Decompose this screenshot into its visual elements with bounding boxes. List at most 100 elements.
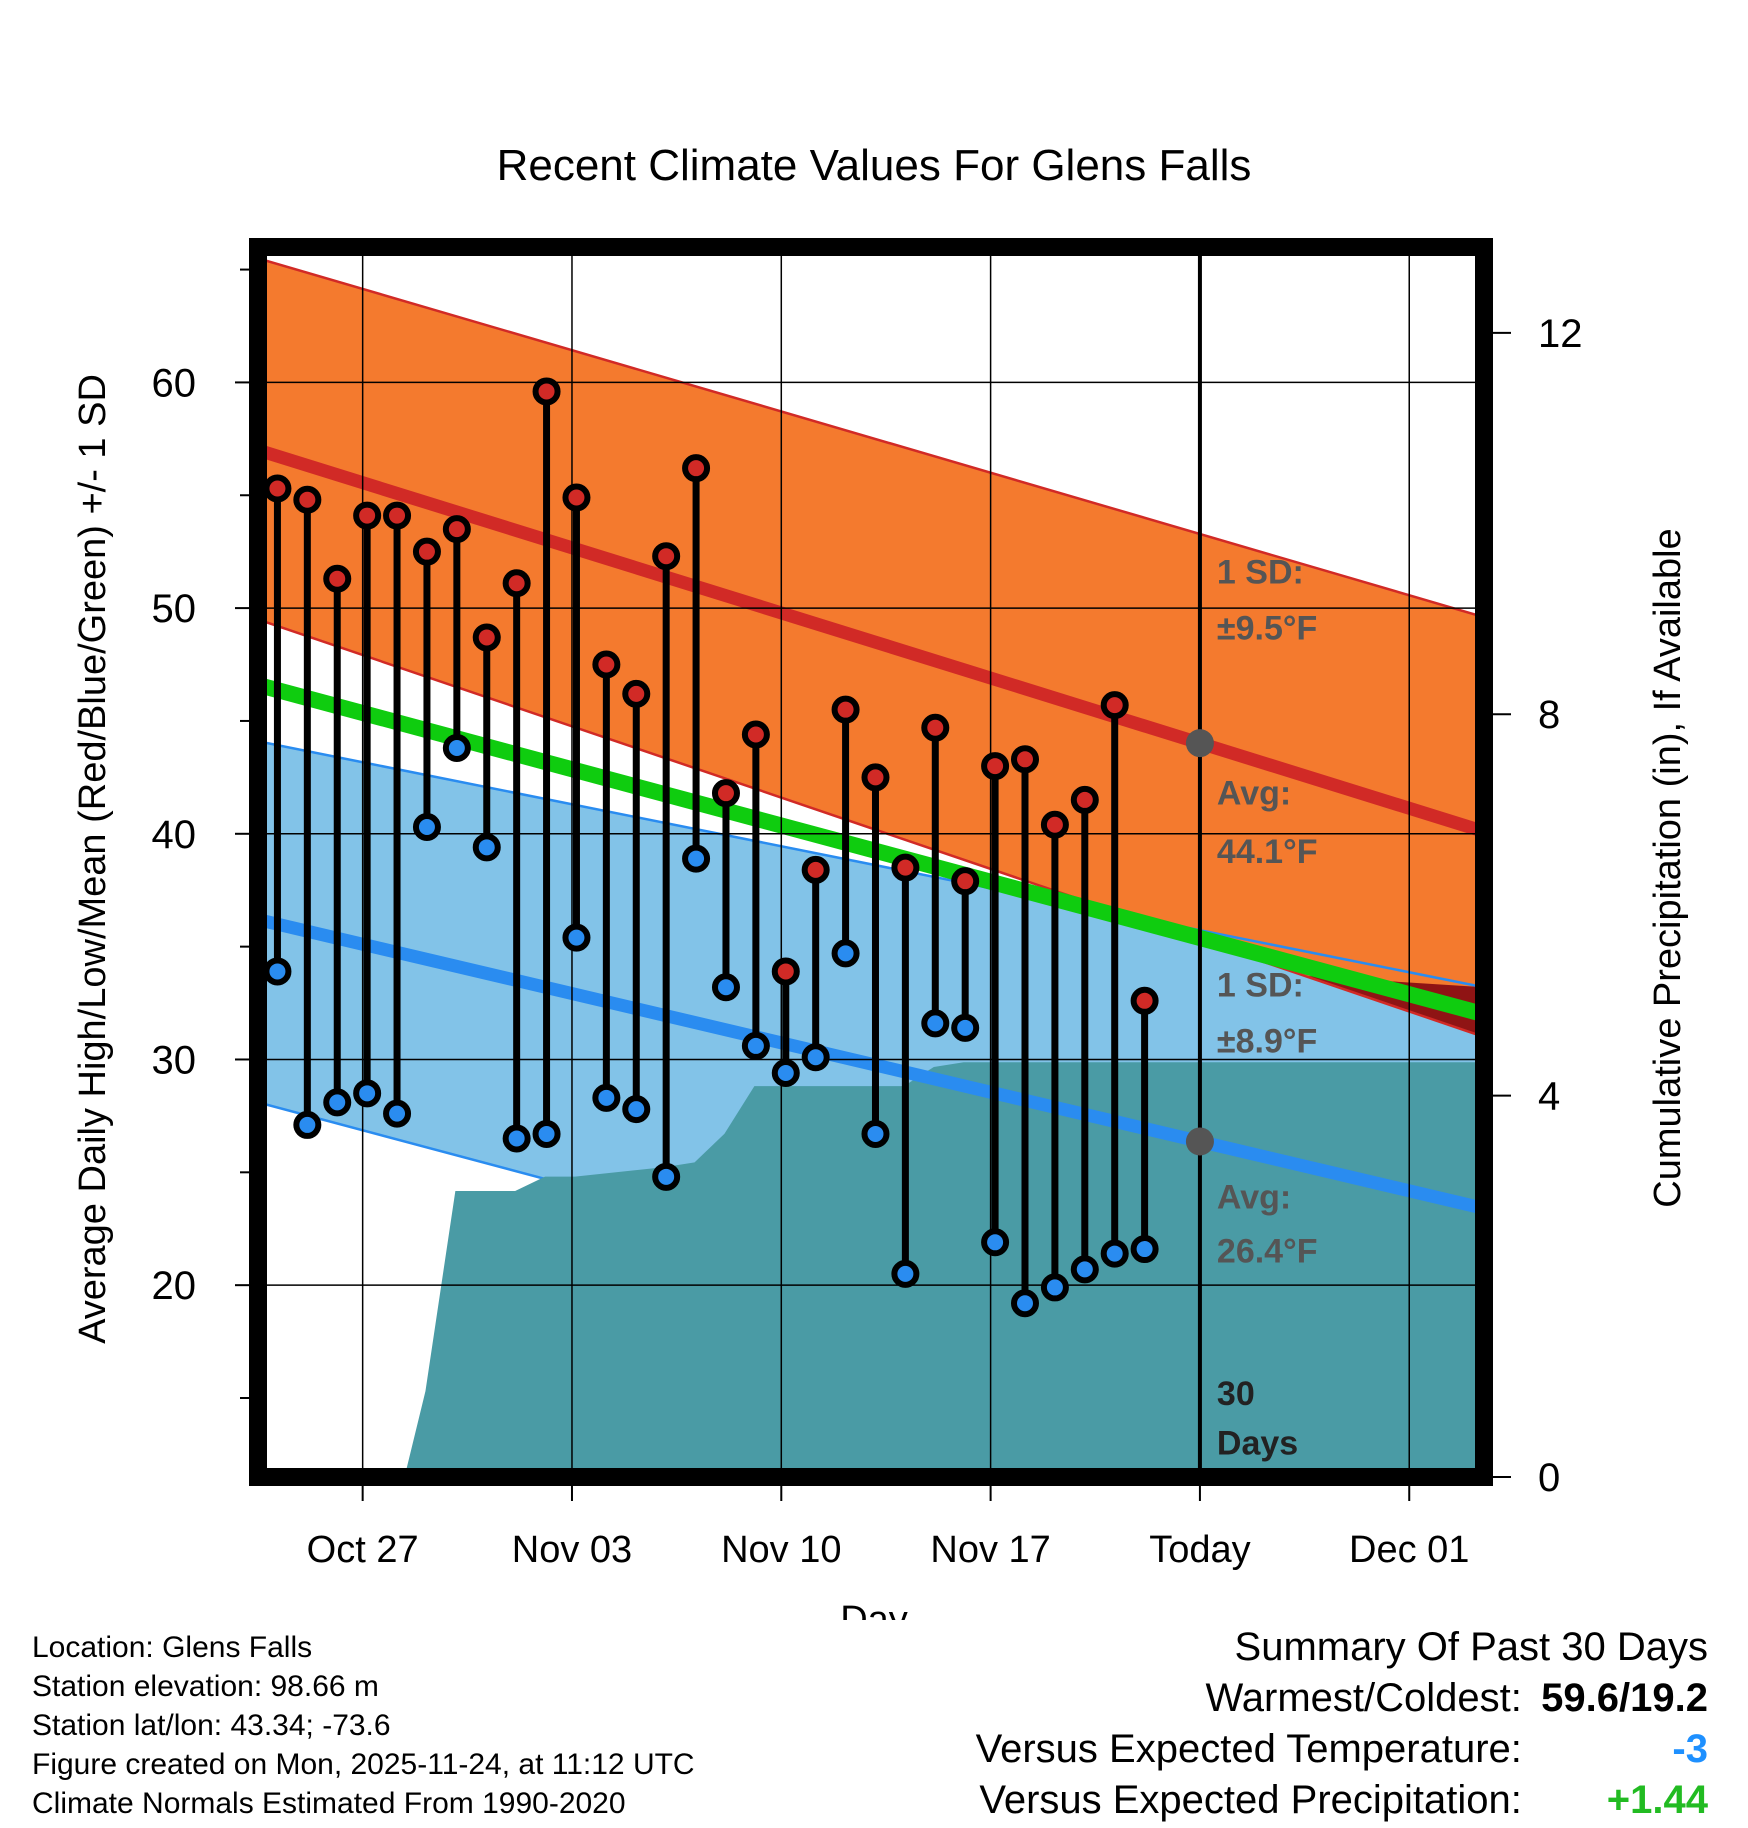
window-label-1: 30 xyxy=(1217,1375,1255,1413)
high-dot-10 xyxy=(562,483,591,512)
low-avg-marker xyxy=(1185,1127,1214,1156)
y-tick-label-60: 60 xyxy=(152,361,197,405)
warm-cold-label: Warmest/Coldest: xyxy=(1205,1676,1522,1720)
low-dot-3 xyxy=(353,1079,382,1108)
high-dot-23 xyxy=(951,867,980,896)
high-dot-19 xyxy=(831,695,860,724)
y-tick-label-30: 30 xyxy=(152,1038,197,1082)
low-dot-5 xyxy=(412,813,441,842)
low-dot-14 xyxy=(682,844,711,873)
y-tick-label-40: 40 xyxy=(152,813,197,857)
low-dot-12 xyxy=(622,1095,651,1124)
low-avg-label: Avg: xyxy=(1217,1178,1291,1216)
x-tick-label-oct-27: Oct 27 xyxy=(307,1529,419,1571)
warm-cold-value: 59.6/19.2 xyxy=(1541,1676,1708,1720)
elevation-text: Station elevation: 98.66 m xyxy=(32,1670,379,1703)
observed-values xyxy=(263,377,1159,1318)
low-dot-16 xyxy=(741,1031,770,1060)
low-dot-6 xyxy=(442,734,471,763)
precip-label: Versus Expected Precipitation: xyxy=(979,1778,1522,1822)
x-tick-label-nov-03: Nov 03 xyxy=(512,1529,632,1571)
today-markers xyxy=(1185,247,1214,1477)
summary-title: Summary Of Past 30 Days xyxy=(1234,1625,1708,1669)
high-dot-6 xyxy=(442,515,471,544)
low-dot-11 xyxy=(592,1083,621,1112)
high-dot-14 xyxy=(682,454,711,483)
high-dot-1 xyxy=(293,485,322,514)
low-dot-0 xyxy=(263,957,292,986)
low-dot-9 xyxy=(532,1119,561,1148)
low-upper-sd-line xyxy=(258,740,1484,989)
y2-tick-label-0: 0 xyxy=(1538,1456,1560,1500)
high-dot-16 xyxy=(741,720,770,749)
temp-label: Versus Expected Temperature: xyxy=(975,1727,1522,1771)
created-text: Figure created on Mon, 2025-11-24, at 11… xyxy=(32,1748,695,1781)
grid-lines xyxy=(258,247,1484,1477)
low-dot-8 xyxy=(502,1124,531,1153)
high-dot-0 xyxy=(263,474,292,503)
high-dot-18 xyxy=(801,855,830,884)
high-dot-28 xyxy=(1100,691,1129,720)
latlon-text: Station lat/lon: 43.34; -73.6 xyxy=(32,1709,391,1742)
plot-border xyxy=(249,238,1493,1486)
x-tick-label-dec-01: Dec 01 xyxy=(1349,1529,1469,1571)
high-dot-4 xyxy=(383,501,412,530)
high-dot-26 xyxy=(1040,810,1069,839)
climate-chart: 1 SD: ±9.5°F Avg: 44.1°F 1 SD: ±8.9°F Avg: 26.4… xyxy=(72,141,1689,1620)
high-dot-13 xyxy=(652,542,681,571)
high-dot-20 xyxy=(861,763,890,792)
low-dot-1 xyxy=(293,1110,322,1139)
low-dot-2 xyxy=(323,1088,352,1117)
low-mean-line xyxy=(258,913,1484,1215)
summary-panel: Summary Of Past 30 Days Warmest/Coldest:… xyxy=(976,1622,1708,1826)
low-dot-26 xyxy=(1040,1273,1069,1302)
y-tick-label-50: 50 xyxy=(152,587,197,631)
low-dot-7 xyxy=(472,833,501,862)
low-dot-25 xyxy=(1010,1289,1039,1318)
x-tick-label-nov-17: Nov 17 xyxy=(930,1529,1050,1571)
y2-tick-label-12: 12 xyxy=(1538,312,1583,356)
precip-value: +1.44 xyxy=(1606,1778,1708,1822)
x-axis-label: Day xyxy=(840,1599,908,1620)
low-dot-28 xyxy=(1100,1239,1129,1268)
axes: 20 30 40 50 60 0 4 8 12 Oct 27 Nov 03 Nov 10 Nov 17 T… xyxy=(152,268,1583,1571)
high-mean-line xyxy=(258,443,1484,838)
high-sd-label: 1 SD: xyxy=(1217,553,1304,591)
low-dot-20 xyxy=(861,1119,890,1148)
window-label-2: Days xyxy=(1217,1424,1298,1462)
high-dot-11 xyxy=(592,650,621,679)
high-avg-value: 44.1°F xyxy=(1217,833,1318,871)
station-info: Location: Glens Falls Station elevation:… xyxy=(32,1628,695,1823)
temp-value: -3 xyxy=(1672,1727,1708,1771)
summary-warm-cold: Warmest/Coldest: 59.6/19.2 xyxy=(976,1673,1709,1724)
low-dot-19 xyxy=(831,939,860,968)
high-dot-29 xyxy=(1130,986,1159,1015)
high-dot-7 xyxy=(472,623,501,652)
high-dot-3 xyxy=(353,501,382,530)
high-upper-sd-line xyxy=(258,257,1484,619)
y2-axis-label: Cumulative Precipitation (in), If Availa… xyxy=(1647,528,1689,1207)
low-dot-27 xyxy=(1070,1255,1099,1284)
low-dot-13 xyxy=(652,1162,681,1191)
high-dot-15 xyxy=(711,779,740,808)
high-sd-value: ±9.5°F xyxy=(1217,610,1317,648)
low-avg-value: 26.4°F xyxy=(1217,1233,1318,1271)
low-dot-15 xyxy=(711,973,740,1002)
low-sd-label: 1 SD: xyxy=(1217,966,1304,1004)
high-dot-12 xyxy=(622,679,651,708)
high-dot-5 xyxy=(412,537,441,566)
normals-text: Climate Normals Estimated From 1990-2020 xyxy=(32,1787,626,1820)
high-dot-8 xyxy=(502,569,531,598)
high-dot-25 xyxy=(1010,745,1039,774)
y-tick-label-20: 20 xyxy=(152,1264,197,1308)
y-axis-label: Average Daily High/Low/Mean (Red/Blue/Gr… xyxy=(72,374,114,1344)
high-dot-24 xyxy=(981,752,1010,781)
high-dot-22 xyxy=(921,713,950,742)
location-text: Location: Glens Falls xyxy=(32,1631,313,1664)
low-dot-29 xyxy=(1130,1235,1159,1264)
y2-tick-label-4: 4 xyxy=(1538,1075,1560,1119)
summary-temp: Versus Expected Temperature: -3 xyxy=(976,1724,1708,1775)
high-avg-label: Avg: xyxy=(1217,774,1291,812)
low-sd-value: ±8.9°F xyxy=(1217,1023,1317,1061)
low-dot-17 xyxy=(771,1059,800,1088)
